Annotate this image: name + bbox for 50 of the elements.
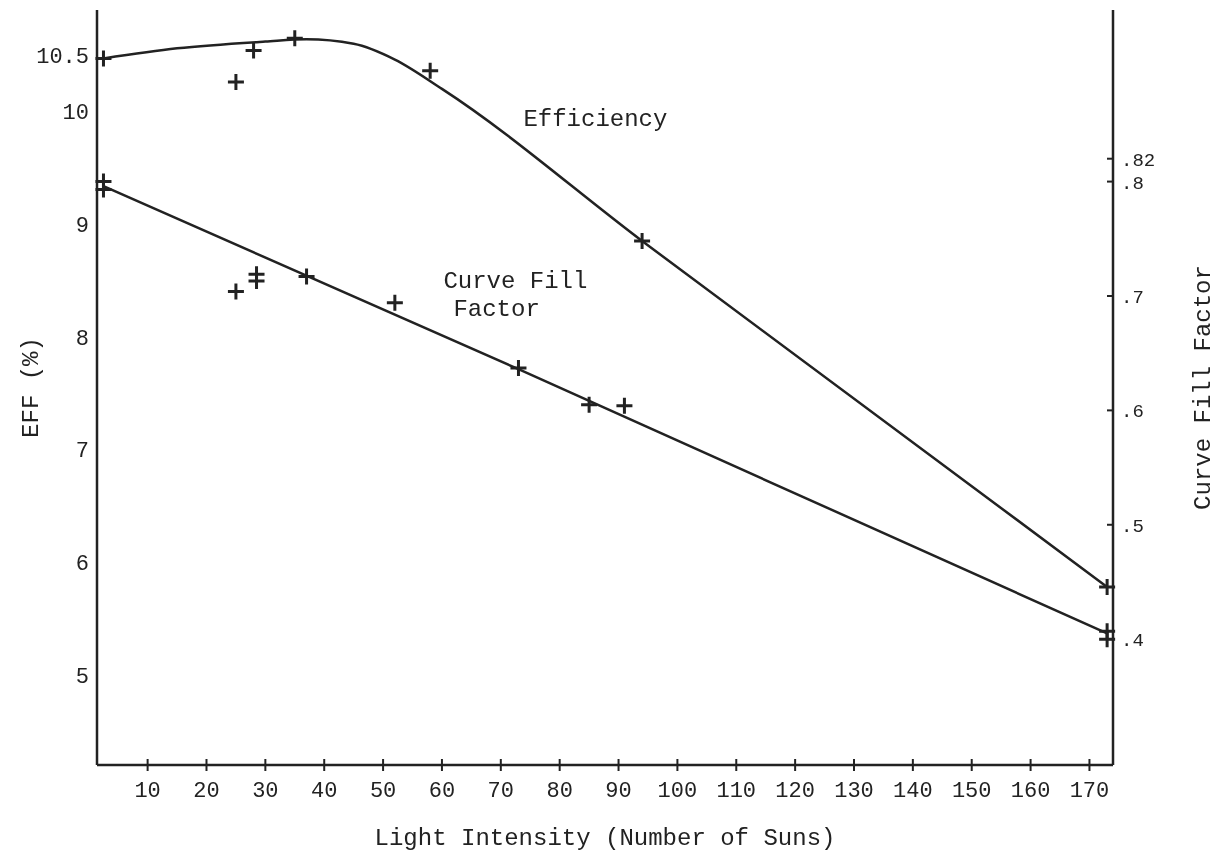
point <box>297 267 317 287</box>
x-tick-label: 20 <box>193 779 220 804</box>
x-tick-label: 60 <box>428 779 456 804</box>
x-tick-label: 140 <box>893 779 933 804</box>
point <box>1097 629 1117 649</box>
y2-tick-label: .82 <box>1121 149 1156 172</box>
y-axis-title: EFF (%) <box>18 337 45 438</box>
point <box>1097 577 1117 597</box>
y-tick-label: 10 <box>62 101 89 127</box>
y2-tick-label: .6 <box>1121 401 1144 424</box>
point <box>93 48 113 68</box>
x-tick-label: 10 <box>134 779 161 804</box>
point <box>508 358 528 378</box>
point <box>226 72 246 92</box>
point <box>632 231 652 251</box>
y2-axis-title: Curve Fill Factor <box>1190 265 1217 510</box>
x-tick-label: 160 <box>1010 779 1051 804</box>
point <box>579 395 599 415</box>
x-tick-label: 170 <box>1069 779 1110 804</box>
y-tick-label: 10.5 <box>36 45 89 71</box>
x-tick-label: 80 <box>546 779 573 804</box>
x-tick-label: 90 <box>605 779 632 804</box>
y2-tick-label: .7 <box>1121 286 1144 309</box>
point <box>93 180 113 200</box>
x-tick-label: 50 <box>369 779 397 804</box>
point <box>244 41 264 61</box>
x-tick-label: 100 <box>657 779 698 804</box>
point <box>614 396 634 416</box>
x-tick-label: 70 <box>487 779 515 804</box>
x-tick-label: 150 <box>951 779 992 804</box>
y2-tick-label: .4 <box>1121 630 1144 653</box>
x-tick-label: 130 <box>834 779 874 804</box>
series-label: Efficiency <box>523 105 668 133</box>
y-tick-label: 5 <box>75 664 89 690</box>
y2-tick-label: .8 <box>1121 172 1144 195</box>
y-tick-label: 6 <box>75 552 89 578</box>
x-axis-title: Light Intensity (Number of Suns) <box>374 825 836 852</box>
y2-tick-label: .5 <box>1121 515 1144 538</box>
x-tick-label: 110 <box>716 779 757 804</box>
point <box>385 293 405 313</box>
series-label: Curve Fill Factor <box>443 267 588 323</box>
x-tick-label: 120 <box>775 779 815 804</box>
y-tick-label: 8 <box>75 326 89 352</box>
y-tick-label: 9 <box>75 214 89 240</box>
y-tick-label: 7 <box>75 439 89 465</box>
point <box>420 61 440 81</box>
point <box>285 28 305 48</box>
point <box>226 281 246 301</box>
x-tick-label: 30 <box>252 779 279 804</box>
x-tick-label: 40 <box>311 779 338 804</box>
